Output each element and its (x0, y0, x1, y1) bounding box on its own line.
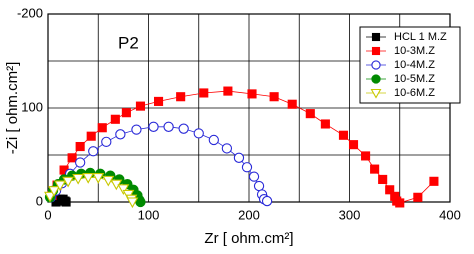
marker (97, 123, 107, 133)
y-tick-label: 100 (21, 99, 43, 114)
marker (233, 152, 245, 163)
marker (135, 196, 146, 208)
legend-label: 10-3M.Z (394, 45, 435, 57)
legend-label: 10-5M.Z (394, 73, 435, 85)
x-tick-label: 200 (238, 207, 260, 222)
marker (110, 114, 120, 124)
marker (261, 195, 273, 207)
marker (371, 32, 381, 42)
marker (135, 101, 146, 111)
marker (348, 140, 359, 150)
marker (371, 60, 381, 70)
marker (241, 162, 253, 173)
legend-label: 10-4M.Z (394, 59, 435, 71)
marker (413, 192, 423, 202)
marker (370, 88, 382, 99)
marker (62, 176, 75, 188)
series-line (50, 126, 268, 202)
marker (269, 92, 279, 102)
marker (371, 46, 381, 56)
marker (223, 86, 233, 96)
marker (154, 96, 164, 106)
x-tick-label: 100 (138, 207, 160, 222)
marker (199, 88, 209, 98)
marker (75, 141, 85, 152)
marker (163, 121, 174, 132)
annotation: P2 (118, 33, 139, 52)
legend-label: 10-6M.Z (394, 87, 435, 99)
marker (221, 143, 233, 154)
marker (88, 146, 99, 157)
y-tick-label: -200 (17, 5, 43, 20)
marker (429, 176, 439, 186)
legend: HCL 1 M.Z 10-3M.Z 10-4M.Z 10-5M.Z 10-6M.Z (359, 26, 461, 104)
marker (54, 180, 66, 192)
marker (75, 157, 86, 168)
legend-label: HCL 1 M.Z (394, 31, 447, 43)
marker (178, 123, 189, 134)
marker (131, 124, 142, 135)
marker (92, 173, 105, 184)
marker (305, 109, 315, 119)
marker (148, 121, 159, 132)
marker (44, 191, 56, 203)
marker (117, 184, 130, 195)
marker (72, 173, 85, 185)
marker (395, 198, 405, 208)
marker (67, 153, 77, 163)
marker (385, 185, 395, 195)
marker (371, 74, 381, 84)
marker (338, 130, 349, 140)
y-tick-label: 0 (36, 193, 43, 208)
marker (176, 92, 186, 102)
marker (248, 171, 260, 182)
y-axis-title: -Zi [ ohm.cm²] (4, 62, 21, 155)
x-tick-label: 300 (339, 207, 361, 222)
marker (101, 136, 112, 147)
marker (115, 129, 126, 140)
marker (208, 134, 219, 146)
plot-frame (47, 13, 451, 203)
x-tick-label: 0 (44, 207, 51, 222)
marker (253, 180, 265, 192)
marker (193, 128, 204, 139)
marker (361, 151, 371, 161)
marker (370, 164, 380, 174)
marker (378, 174, 388, 184)
marker (126, 197, 139, 209)
marker (82, 173, 95, 184)
marker (61, 197, 71, 207)
x-tick-label: 400 (439, 207, 461, 222)
marker (287, 99, 297, 109)
marker (48, 186, 60, 197)
marker (121, 108, 131, 118)
marker (102, 175, 115, 187)
marker (247, 89, 257, 99)
x-axis-title: Zr [ ohm.cm²] (204, 230, 293, 247)
marker (320, 119, 330, 129)
marker (86, 131, 96, 141)
